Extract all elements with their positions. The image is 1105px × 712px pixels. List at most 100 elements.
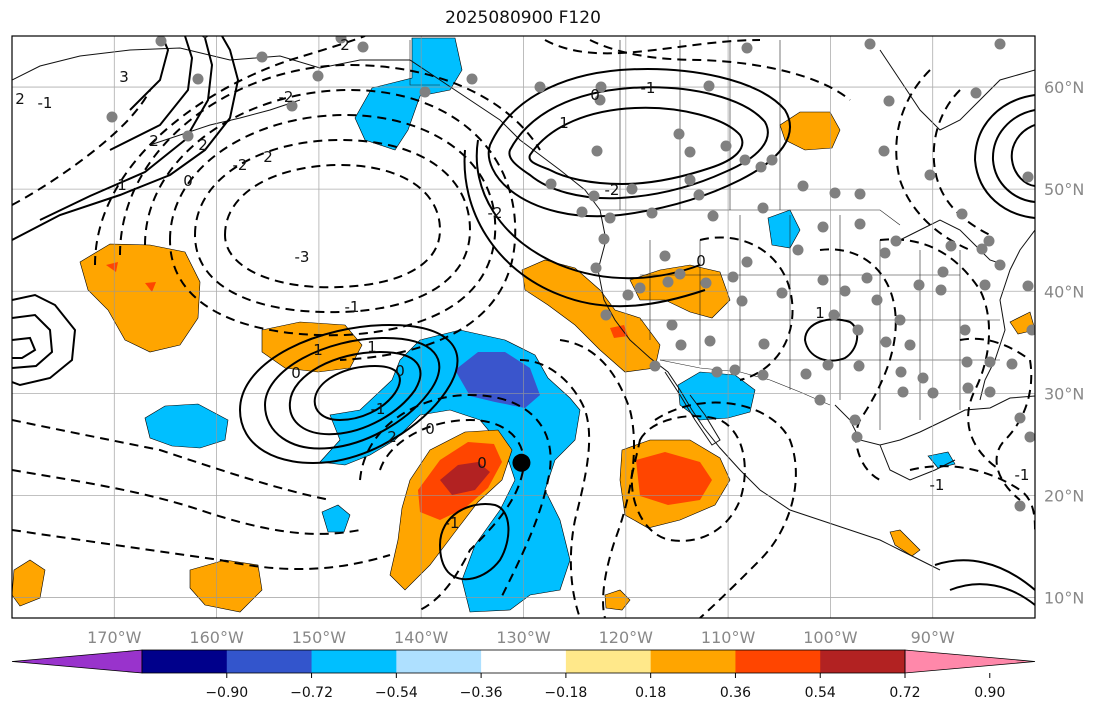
station-dot bbox=[1014, 412, 1026, 424]
contour-label: 1 bbox=[559, 114, 569, 132]
station-dot bbox=[704, 335, 716, 347]
station-dot bbox=[1006, 358, 1018, 370]
station-dot bbox=[956, 208, 968, 220]
station-dot bbox=[1026, 324, 1035, 336]
station-dot bbox=[595, 81, 607, 93]
contour-label: -2 bbox=[233, 156, 248, 174]
contour-solid-ne-3 bbox=[1010, 124, 1035, 187]
map-frame bbox=[11, 35, 1036, 619]
shade-red-west bbox=[106, 262, 156, 292]
contour-solid-ridge-5 bbox=[463, 149, 706, 308]
station-dot bbox=[736, 295, 748, 307]
station-dot bbox=[684, 146, 696, 158]
station-dot bbox=[675, 339, 687, 351]
contour-label: 2 bbox=[149, 132, 159, 150]
station-dot bbox=[576, 206, 588, 218]
station-dot bbox=[817, 221, 829, 233]
station-dot bbox=[634, 282, 646, 294]
station-dot bbox=[814, 394, 826, 406]
lat-label-2: 40°N bbox=[1044, 282, 1084, 301]
contour-label: 2 bbox=[387, 428, 397, 446]
station-dot bbox=[897, 386, 909, 398]
station-dot bbox=[797, 180, 809, 192]
station-dot bbox=[766, 154, 778, 166]
station-dot bbox=[662, 276, 674, 288]
station-dot bbox=[626, 183, 638, 195]
station-dot bbox=[937, 266, 949, 278]
station-dot bbox=[878, 145, 890, 157]
contour-dashed-low-2 bbox=[193, 138, 472, 314]
station-dot bbox=[853, 360, 865, 372]
station-dot bbox=[419, 86, 431, 98]
station-dot bbox=[854, 218, 866, 230]
shade-orange-west bbox=[79, 243, 201, 353]
contour-solid-nw-3 bbox=[109, 36, 194, 151]
station-dot bbox=[904, 339, 916, 351]
coast-greatlakes bbox=[899, 219, 1006, 266]
contour-solid-s-2 bbox=[934, 559, 1035, 591]
station-dot bbox=[851, 431, 863, 443]
contour-solid-w-1 bbox=[12, 293, 77, 387]
coast-aleutians bbox=[149, 99, 301, 146]
contour-solid-w-3 bbox=[12, 336, 37, 359]
plot-title: 2025080900 F120 bbox=[445, 8, 601, 28]
contour-label: -1 bbox=[930, 476, 945, 494]
station-dot bbox=[182, 130, 194, 142]
station-dot bbox=[286, 100, 298, 112]
shade-orange-far-west bbox=[12, 559, 46, 607]
station-dot bbox=[741, 256, 753, 268]
station-dot bbox=[913, 279, 925, 291]
contour-solid-ridge-4 bbox=[475, 139, 701, 280]
station-dot bbox=[758, 338, 770, 350]
station-dot bbox=[1022, 171, 1034, 183]
station-dot bbox=[466, 73, 478, 85]
station-dot bbox=[879, 247, 891, 259]
station-dot bbox=[861, 272, 873, 284]
contour-label: -1 bbox=[641, 79, 656, 97]
station-dot bbox=[994, 259, 1006, 271]
shade-cyan-alaska bbox=[354, 37, 463, 151]
station-dot bbox=[604, 212, 616, 224]
station-dot bbox=[757, 369, 769, 381]
station-dot bbox=[598, 233, 610, 245]
gridlines bbox=[12, 36, 1035, 618]
shade-orange-sw bbox=[189, 559, 263, 613]
contour-dashed-mex-2 bbox=[654, 401, 797, 618]
shade-blue-central bbox=[455, 352, 540, 408]
contour-solid-c-2 bbox=[263, 336, 441, 450]
station-dot bbox=[600, 309, 612, 321]
station-dot bbox=[646, 207, 658, 219]
station-dot bbox=[622, 289, 634, 301]
station-dot bbox=[994, 38, 1006, 50]
contour-label: 3 bbox=[119, 68, 129, 86]
contour-dashed-us-1 bbox=[699, 236, 794, 381]
lat-label-3: 30°N bbox=[1044, 384, 1084, 403]
latitude-labels: 60°N 50°N 40°N 30°N 20°N 10°N bbox=[1044, 78, 1084, 608]
station-dot bbox=[945, 240, 957, 252]
contour-dashed-ne-2 bbox=[895, 69, 971, 251]
station-dot bbox=[545, 178, 557, 190]
contour-solid-c-3 bbox=[288, 350, 422, 436]
coastlines bbox=[12, 47, 1035, 571]
contour-labels: 23-121 02-2 2-3-202-101 1-12 00-100 -1-21-201… bbox=[15, 36, 1029, 532]
colorbar-outline bbox=[141, 649, 906, 674]
station-dot bbox=[792, 244, 804, 256]
contour-label: 2 bbox=[15, 90, 25, 108]
colorbar-segment bbox=[650, 650, 736, 673]
contour-dashed-low-4 bbox=[144, 88, 517, 361]
contour-label: 2 bbox=[340, 36, 350, 54]
station-dot bbox=[755, 161, 767, 173]
contour-label: 0 bbox=[183, 172, 193, 190]
contour-label: 0 bbox=[291, 364, 301, 382]
station-dot bbox=[693, 189, 705, 201]
lon-label-7: 100°W bbox=[803, 628, 858, 647]
station-dot bbox=[883, 95, 895, 107]
shade-cyan-small bbox=[321, 504, 351, 533]
colorbar-tick-label-8: 0.72 bbox=[889, 685, 920, 701]
station-dot bbox=[894, 314, 906, 326]
shade-red-westcoast bbox=[610, 325, 628, 338]
station-dot bbox=[534, 81, 546, 93]
contour-label: 2 bbox=[263, 148, 273, 166]
colorbar-extend-low bbox=[11, 649, 143, 674]
station-dot bbox=[976, 243, 988, 255]
